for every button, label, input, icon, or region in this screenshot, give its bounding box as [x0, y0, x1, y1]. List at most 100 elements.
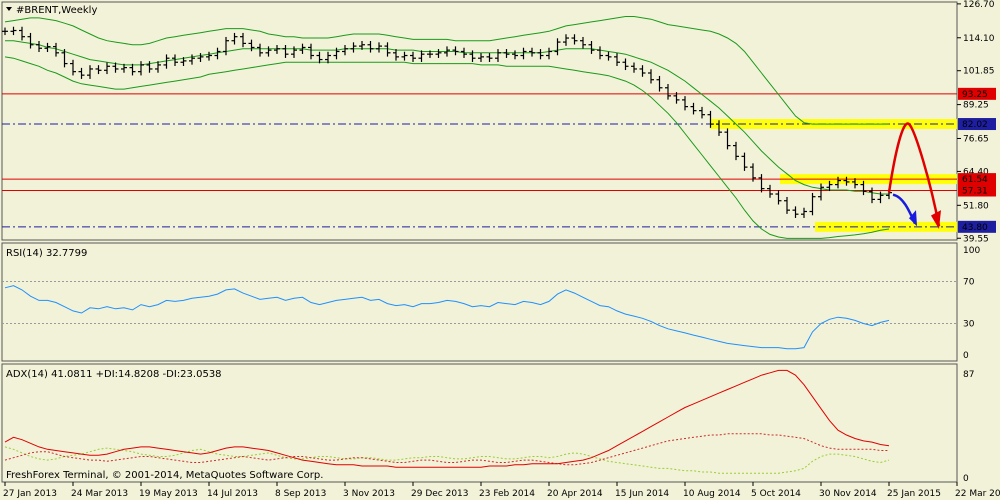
price-bar: [367, 40, 374, 53]
price-bar: [418, 50, 425, 62]
rsi-tick-label: 0: [963, 351, 969, 361]
price-bar: [682, 96, 688, 111]
price-bar: [495, 49, 501, 62]
price-bar: [461, 47, 467, 58]
price-bar: [452, 46, 459, 56]
price-bar: [605, 51, 612, 61]
level-label-box: [958, 87, 996, 100]
rsi-tick-label: 100: [963, 246, 980, 256]
level-label-text: 61.54: [962, 175, 988, 185]
price-bar: [622, 58, 629, 71]
price-bar: [172, 54, 178, 67]
price-bar: [44, 42, 51, 53]
price-bar: [10, 26, 17, 36]
bull-scenario-arrowhead: [931, 210, 941, 229]
price-bar: [308, 43, 314, 60]
price-bar: [359, 40, 365, 50]
price-bar: [410, 51, 416, 62]
price-bar: [835, 176, 841, 189]
price-bar: [656, 75, 663, 92]
price-bar: [554, 38, 561, 56]
price-bar: [707, 110, 714, 128]
price-bar: [163, 54, 170, 69]
price-bar: [401, 51, 408, 61]
price-bar: [529, 47, 535, 57]
panel-menu-icon[interactable]: [6, 7, 12, 11]
time-tick-label: 20 Apr 2014: [547, 489, 603, 499]
level-label-box: [958, 184, 996, 197]
price-bar: [274, 45, 280, 54]
price-tick-label: 51.80: [963, 201, 989, 211]
price-bar: [155, 61, 161, 73]
price-bar: [257, 43, 263, 57]
price-bar: [801, 207, 807, 218]
time-tick-label: 24 Mar 2013: [71, 489, 128, 499]
price-bar: [665, 84, 671, 100]
price-bar: [503, 49, 510, 58]
level-label-text: 57.31: [962, 186, 988, 196]
price-bar: [104, 62, 110, 75]
price-tick-label: 76.65: [963, 134, 989, 144]
price-bar: [571, 34, 578, 45]
price-bar: [325, 51, 331, 64]
price-bar: [546, 47, 552, 60]
time-tick-label: 5 Oct 2014: [751, 489, 801, 499]
price-bar: [53, 42, 59, 57]
time-tick-label: 29 Dec 2013: [411, 489, 469, 499]
time-tick-label: 3 Nov 2013: [343, 489, 395, 499]
price-bar: [197, 53, 204, 62]
price-bar: [716, 120, 722, 136]
price-bar: [631, 62, 637, 73]
time-tick-label: 10 Aug 2014: [683, 489, 741, 499]
price-bar: [860, 180, 867, 196]
rsi-tick-label: 30: [963, 320, 975, 330]
price-bar: [843, 176, 850, 186]
price-bar: [877, 191, 884, 204]
time-tick-label: 14 Jul 2013: [207, 489, 258, 499]
adx-line: [4, 369, 890, 468]
time-tick-label: 25 Jan 2015: [887, 489, 941, 499]
price-bar: [724, 128, 731, 150]
price-bar: [673, 92, 680, 104]
level-label-text: 82.02: [962, 120, 988, 130]
price-bar: [19, 26, 25, 41]
price-bar: [291, 46, 297, 58]
time-tick-label: 27 Jan 2013: [3, 489, 57, 499]
price-bar: [112, 62, 119, 73]
price-bar: [588, 40, 595, 54]
price-bar: [70, 59, 76, 76]
price-layer: [2, 16, 957, 239]
price-bar: [350, 42, 357, 53]
time-tick-label: 15 Jun 2014: [615, 489, 669, 499]
price-tick-label: 114.10: [963, 34, 995, 44]
time-tick-label: 30 Nov 2014: [819, 489, 877, 499]
price-bar: [206, 51, 212, 61]
price-bar: [597, 46, 603, 60]
price-bar: [376, 42, 382, 53]
price-bar: [316, 51, 323, 64]
price-tick-label: 126.70: [963, 0, 995, 10]
price-bar: [78, 67, 85, 79]
price-bar: [333, 47, 340, 60]
adx-tick-label: 0: [963, 474, 969, 484]
price-bar: [486, 53, 493, 62]
price-bar: [129, 63, 136, 76]
price-bar: [121, 63, 127, 73]
price-tick-label: 64.40: [963, 167, 989, 177]
price-bar: [869, 187, 875, 204]
price-bar: [240, 32, 246, 48]
price-bar: [427, 50, 433, 58]
rsi-label: RSI(14) 32.7799: [6, 248, 87, 259]
minus-di-line: [4, 433, 889, 466]
price-bar: [775, 190, 782, 205]
price-bar: [733, 141, 739, 161]
price-bar: [61, 49, 68, 68]
price-bar: [699, 106, 705, 119]
price-bar: [512, 50, 518, 60]
price-bar: [231, 32, 238, 45]
time-tick-label: 22 Mar 2015: [955, 489, 1000, 499]
price-bar: [87, 65, 93, 79]
adx-tick-label: 87: [963, 370, 974, 380]
price-bar: [189, 54, 195, 65]
